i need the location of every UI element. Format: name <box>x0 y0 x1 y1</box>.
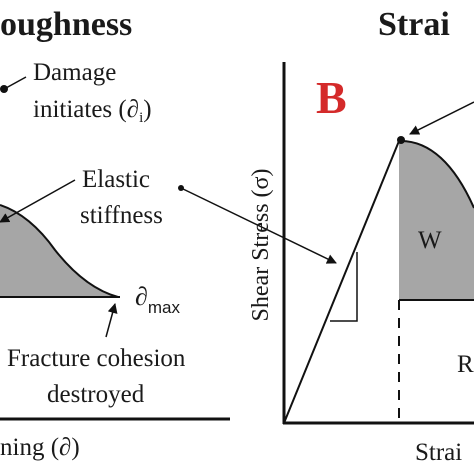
panel-letter-b: B <box>316 72 347 123</box>
right-panel-title: Strai <box>378 6 450 43</box>
region-r-label: R <box>457 351 474 378</box>
softening-region <box>0 205 118 297</box>
right-y-axis-label: Shear Stress (σ) <box>248 169 274 322</box>
damage-point-marker <box>0 85 8 93</box>
fracture-label-line2: destroyed <box>47 381 145 408</box>
loading-line <box>283 140 400 424</box>
dmax-label: ∂max <box>135 282 180 317</box>
left-panel: oughness Damage initiates (∂i) Elastic s… <box>0 6 337 461</box>
right-softening-curve <box>398 139 474 209</box>
right-panel: Strai B W R Shear Stress (σ) Strai <box>248 6 474 466</box>
left-x-axis-label: ning (∂) <box>0 434 80 461</box>
damage-label-line2: initiates (∂i) <box>33 96 152 126</box>
region-w-label: W <box>418 227 442 254</box>
fracture-leader-line <box>105 303 118 338</box>
elastic-label-line1: Elastic <box>82 166 150 193</box>
damage-label-line1: Damage <box>33 59 116 86</box>
elastic-leader-left <box>0 179 76 223</box>
right-x-axis-label: Strai <box>415 439 462 466</box>
elastic-label-line2: stiffness <box>80 202 163 229</box>
peak-arrow <box>409 101 474 135</box>
elastic-leader-right <box>180 187 337 264</box>
work-region-w <box>399 140 474 300</box>
fracture-label-line1: Fracture cohesion <box>7 345 186 372</box>
slope-triangle <box>330 252 358 322</box>
damage-leader-line <box>5 76 27 89</box>
left-panel-title: oughness <box>0 6 132 43</box>
softening-curve <box>0 204 119 298</box>
peak-marker <box>397 136 405 144</box>
